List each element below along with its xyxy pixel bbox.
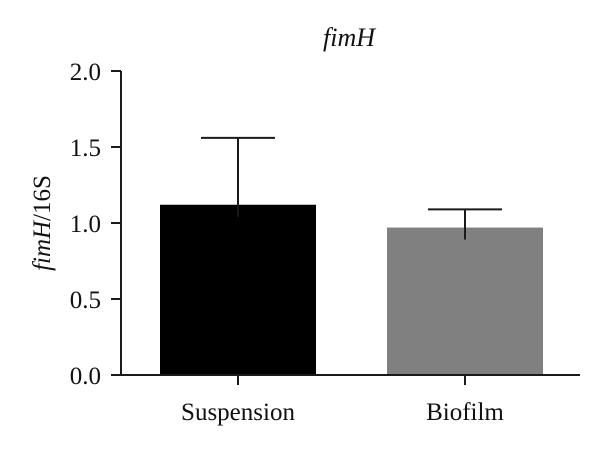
error-bar-biofilm xyxy=(428,208,502,240)
error-bars-layer xyxy=(201,136,502,240)
bars-layer xyxy=(160,204,543,375)
chart-title: fimH xyxy=(323,23,376,52)
y-axis-label: fimH/16S xyxy=(29,175,56,271)
bar-biofilm xyxy=(387,227,543,375)
y-tick-label: 2.0 xyxy=(70,59,101,86)
y-tick-label: 0.0 xyxy=(70,363,101,390)
y-ticks-layer: 0.0 0.5 1.0 1.5 2.0 xyxy=(70,59,121,390)
x-category-label: Suspension xyxy=(181,399,295,426)
y-tick-label: 1.5 xyxy=(70,135,101,162)
y-tick-label: 0.5 xyxy=(70,287,101,314)
x-labels-layer: Suspension Biofilm xyxy=(181,375,504,426)
bar-suspension xyxy=(160,204,316,375)
y-axis-label-italic: fimH xyxy=(29,219,56,271)
x-category-label: Biofilm xyxy=(426,399,504,426)
error-bar-suspension xyxy=(201,136,275,217)
y-axis-label-plain: /16S xyxy=(29,175,56,221)
y-tick-label: 1.0 xyxy=(70,211,101,238)
